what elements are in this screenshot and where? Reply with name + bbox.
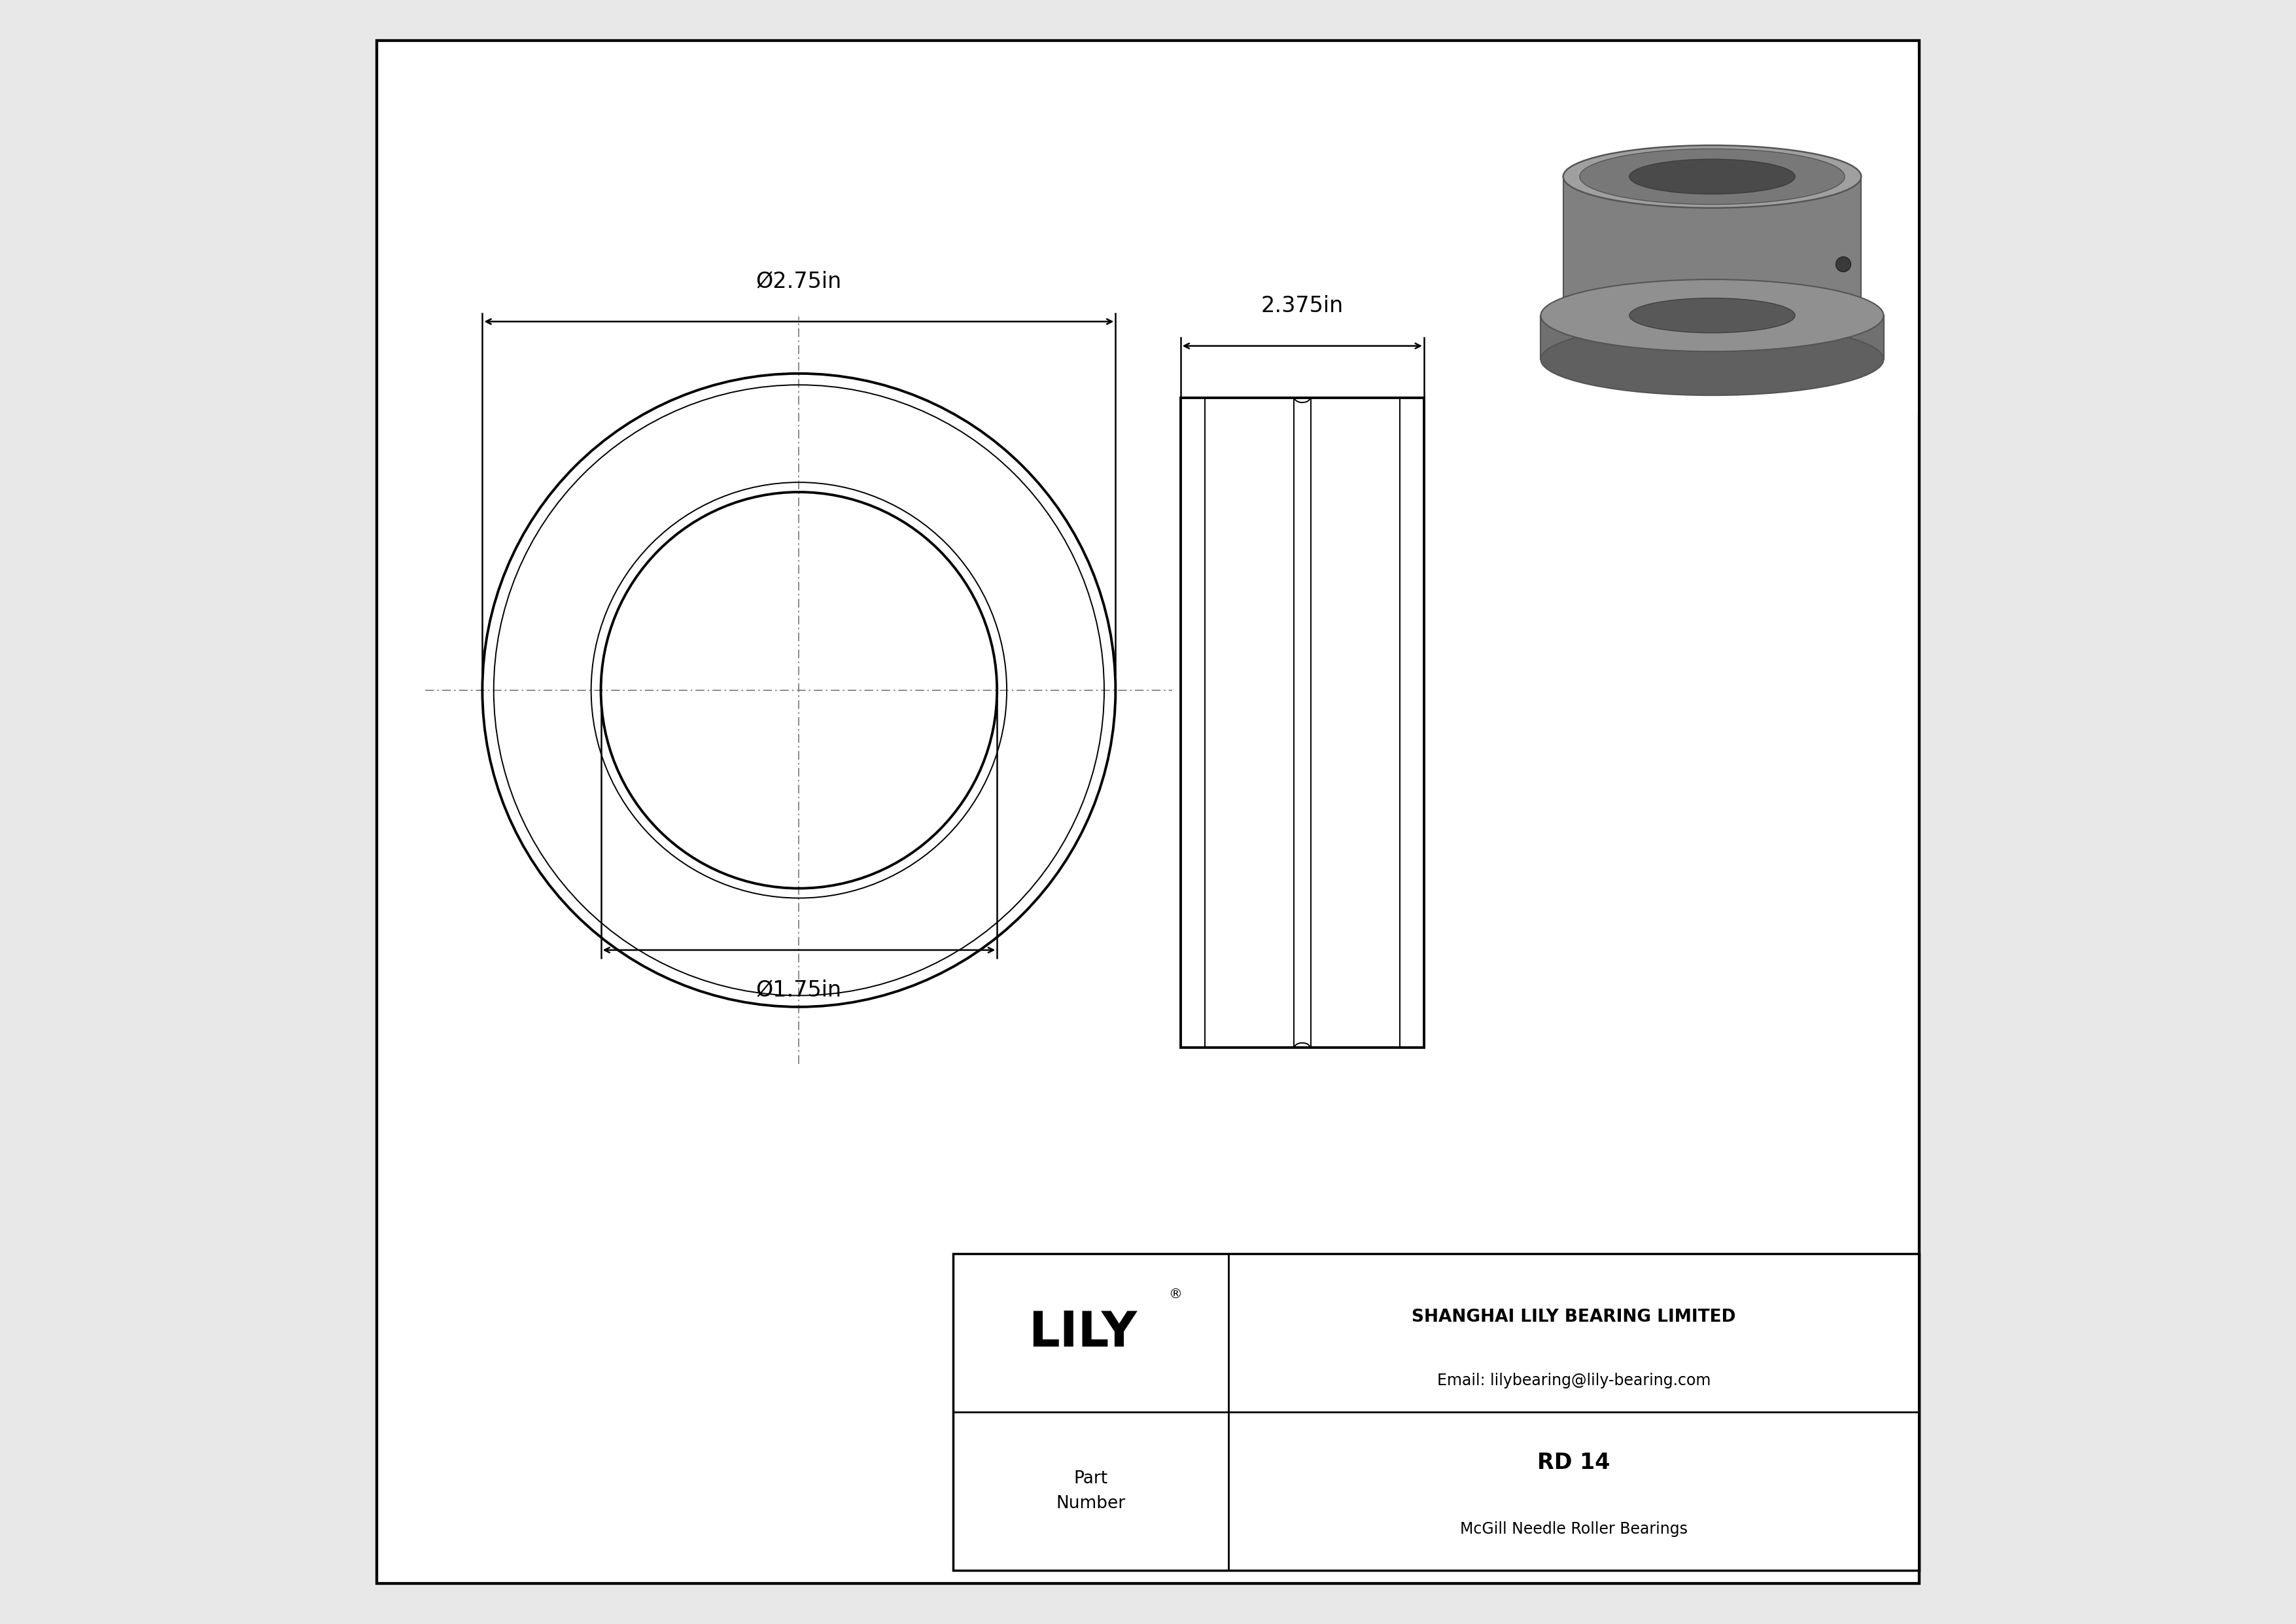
Ellipse shape xyxy=(1580,149,1844,205)
Bar xyxy=(1506,49,1919,414)
Ellipse shape xyxy=(1564,145,1862,208)
Text: RD 14: RD 14 xyxy=(1538,1452,1609,1473)
Circle shape xyxy=(1837,257,1851,271)
Text: Ø1.75in: Ø1.75in xyxy=(755,979,843,1000)
Text: ®: ® xyxy=(1169,1288,1182,1301)
Text: 2.375in: 2.375in xyxy=(1261,296,1343,317)
Ellipse shape xyxy=(1630,159,1795,193)
Text: Part
Number: Part Number xyxy=(1056,1470,1125,1512)
Ellipse shape xyxy=(1541,323,1883,395)
Text: Ø2.75in: Ø2.75in xyxy=(755,271,843,292)
Ellipse shape xyxy=(1630,299,1795,333)
Text: SHANGHAI LILY BEARING LIMITED: SHANGHAI LILY BEARING LIMITED xyxy=(1412,1309,1736,1325)
Ellipse shape xyxy=(1564,284,1862,348)
Text: Email: lilybearing@lily-bearing.com: Email: lilybearing@lily-bearing.com xyxy=(1437,1372,1711,1389)
FancyBboxPatch shape xyxy=(1564,177,1862,315)
Bar xyxy=(1180,398,1424,1047)
FancyBboxPatch shape xyxy=(1541,315,1883,359)
Ellipse shape xyxy=(1541,279,1883,351)
Text: LILY: LILY xyxy=(1029,1309,1137,1356)
Text: McGill Needle Roller Bearings: McGill Needle Roller Bearings xyxy=(1460,1522,1688,1536)
Bar xyxy=(953,1254,1919,1570)
